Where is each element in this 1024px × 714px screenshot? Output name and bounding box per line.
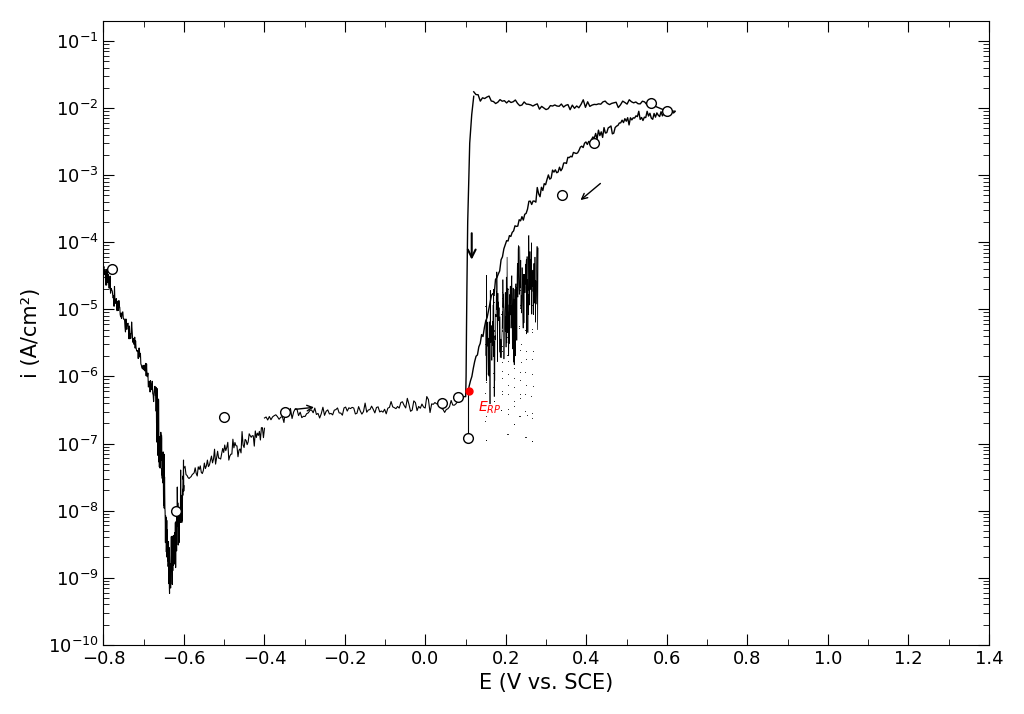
Text: $E_{RP}$: $E_{RP}$ [478, 400, 501, 416]
Y-axis label: i (A/cm²): i (A/cm²) [20, 288, 41, 378]
X-axis label: E (V vs. SCE): E (V vs. SCE) [479, 673, 613, 693]
